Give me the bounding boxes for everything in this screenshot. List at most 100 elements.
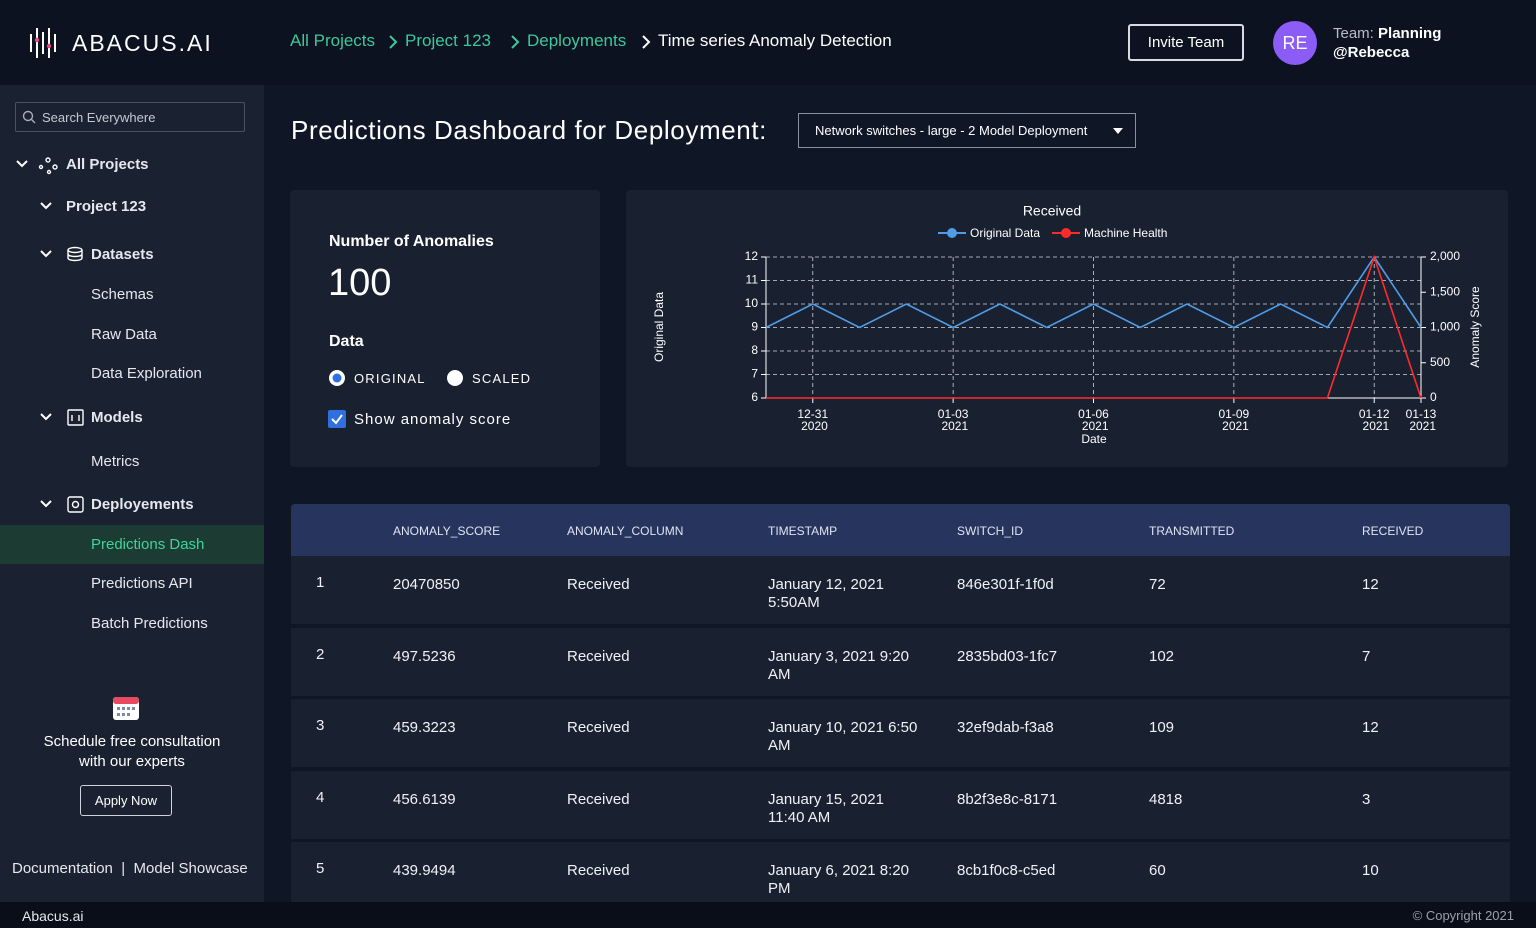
- nav-item[interactable]: Metrics: [91, 453, 140, 470]
- table-cell: January 3, 2021 9:20 AM: [768, 647, 909, 683]
- search-box[interactable]: Search Everywhere: [15, 102, 245, 132]
- search-placeholder: Search Everywhere: [42, 110, 156, 125]
- breadcrumb[interactable]: Deployments: [527, 31, 627, 50]
- legend-label: Machine Health: [1084, 226, 1167, 240]
- page-title: Predictions Dashboard for Deployment:: [291, 115, 767, 145]
- breadcrumb[interactable]: Project 123: [405, 31, 491, 50]
- chart: Received Date Original Data Anomaly Score Or…: [652, 203, 1482, 446]
- nav-item[interactable]: Project 123: [66, 198, 147, 215]
- breadcrumb-separators: [389, 35, 651, 49]
- avatar[interactable]: RE: [1273, 21, 1317, 65]
- radio-option[interactable]: ORIGINAL: [354, 371, 426, 386]
- sidebar: Search Everywhere All Projects Project 1…: [0, 85, 264, 902]
- team-name: Planning: [1378, 25, 1442, 42]
- username: @Rebecca: [1333, 44, 1410, 61]
- nav-item[interactable]: Deployements: [91, 496, 194, 513]
- column-header: TRANSMITTED: [1149, 524, 1235, 538]
- table-row: 1 20470850 Received January 12, 2021 5:50AM…: [291, 556, 1510, 626]
- table-cell: 1: [316, 574, 325, 591]
- table-cell: 2: [316, 645, 325, 663]
- table-cell: 497.5236: [393, 647, 456, 665]
- table-cell: 5: [316, 860, 325, 877]
- table-cell: January 12, 2021 5:50AM: [768, 576, 884, 611]
- table-cell: 72: [1149, 576, 1166, 593]
- nav-item[interactable]: Data Exploration: [91, 365, 202, 382]
- table-cell: January 10, 2021 6:50 AM: [768, 719, 918, 754]
- nav-item[interactable]: Models: [91, 409, 143, 426]
- table-cell: 846e301f-1f0d: [957, 576, 1054, 593]
- table-cell: Received: [567, 862, 630, 879]
- nav-item[interactable]: All Projects: [66, 156, 149, 173]
- x-tick-label: 12-31 2020: [797, 407, 828, 433]
- x-tick-label: 01-09 2021: [1219, 407, 1250, 433]
- table-cell: 60: [1149, 862, 1166, 879]
- table-cell: 4: [316, 788, 325, 806]
- x-tick-label: 01-13 2021: [1406, 407, 1437, 433]
- table-row: 3 459.3223 Received January 10, 2021 6:50 A…: [291, 699, 1510, 769]
- y-tick-label: 7: [751, 367, 758, 381]
- table-cell: January 6, 2021 8:20 PM: [768, 862, 909, 897]
- calendar-icon: [113, 697, 139, 720]
- nav-item-active[interactable]: Predictions Dash: [91, 536, 205, 553]
- breadcrumb[interactable]: All Projects: [290, 31, 376, 50]
- logo-text: ABACUS.AI: [72, 30, 213, 56]
- x-tick-label: 01-12 2021: [1359, 407, 1390, 433]
- table-row: 5 439.9494 Received January 6, 2021 8:20 PM…: [291, 842, 1510, 902]
- column-header: ANOMALY_COLUMN: [567, 524, 684, 538]
- table-cell: 20470850: [393, 576, 460, 593]
- nav-icons: [16, 157, 84, 513]
- top-bar: ABACUS.AI All Projects Project 123 Deplo…: [0, 0, 1536, 85]
- summary-label: Number of Anomalies: [329, 233, 494, 250]
- table-cell: 439.9494: [393, 862, 456, 879]
- checkbox-label[interactable]: Show anomaly score: [354, 411, 512, 428]
- table-cell: 8b2f3e8c-8171: [957, 790, 1058, 808]
- team-info: Team: Planning: [1333, 25, 1441, 42]
- checkbox[interactable]: [328, 410, 346, 428]
- table-cell: 7: [1362, 647, 1371, 665]
- team-label: Team:: [1333, 25, 1374, 42]
- y2-tick-label: 1,500: [1430, 284, 1460, 298]
- invite-button[interactable]: Invite Team: [1128, 24, 1244, 61]
- table-row: 4 456.6139 Received January 15, 2021 11:40 …: [291, 770, 1510, 841]
- table-cell: 4818: [1149, 790, 1183, 808]
- table-cell: 109: [1149, 719, 1175, 736]
- radio-option[interactable]: SCALED: [472, 371, 532, 386]
- x-tick-label: 01-06 2021: [1078, 407, 1109, 433]
- radio-icons: [329, 370, 463, 386]
- y-tick-label: 6: [751, 390, 758, 404]
- apply-button[interactable]: Apply Now: [80, 785, 172, 816]
- table-cell: 32ef9dab-f3a8: [957, 719, 1054, 736]
- search-icon: [22, 110, 36, 124]
- link[interactable]: Documentation: [12, 860, 113, 877]
- nav-item[interactable]: Schemas: [91, 286, 154, 303]
- dropdown-caret: [1113, 128, 1123, 134]
- nav-item[interactable]: Datasets: [91, 246, 154, 263]
- table-cell: Received: [567, 576, 630, 593]
- y2-tick-label: 0: [1430, 390, 1437, 404]
- table-cell: January 15, 2021 11:40 AM: [768, 790, 884, 826]
- nav-item[interactable]: Batch Predictions: [91, 615, 208, 632]
- nav-item[interactable]: Raw Data: [91, 326, 157, 343]
- link[interactable]: Model Showcase: [133, 860, 248, 877]
- promo-text: Schedule free consultation with our expe…: [43, 733, 221, 770]
- y2-tick-label: 2,000: [1430, 249, 1460, 263]
- table-header: ANOMALY_SCORE ANOMALY_COLUMN TIMESTAMP SWIT…: [291, 504, 1510, 556]
- y-tick-label: 10: [745, 296, 759, 310]
- series-line: [765, 255, 1422, 329]
- table-cell: 12: [1362, 719, 1379, 736]
- table-cell: 12: [1362, 576, 1379, 593]
- legend-marker: [947, 228, 957, 238]
- series-line: [766, 254, 1422, 399]
- deployment-dropdown[interactable]: Network switches - large - 2 Model Deplo…: [798, 113, 1136, 148]
- y-tick-label: 9: [751, 320, 758, 334]
- x-tick-label: 01-03 2021: [938, 407, 969, 433]
- footer-links: Documentation | Model Showcase: [12, 860, 248, 877]
- anomaly-count: 100: [328, 262, 392, 304]
- nav-item[interactable]: Predictions API: [91, 575, 193, 592]
- dropdown-value: Network switches - large - 2 Model Deplo…: [815, 123, 1088, 138]
- column-header: ANOMALY_SCORE: [393, 524, 501, 538]
- table-cell: 2835bd03-1fc7: [957, 647, 1058, 665]
- legend-marker: [1061, 228, 1072, 238]
